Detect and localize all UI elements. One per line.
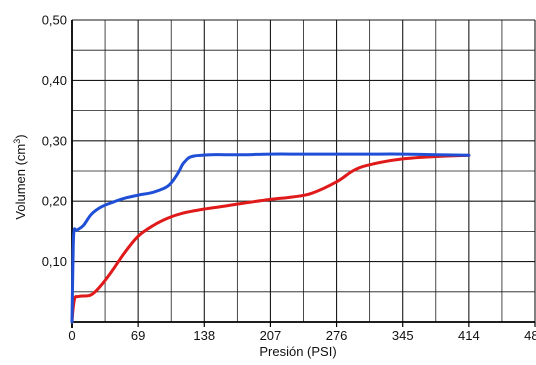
tick-labels: 0 69 138 207 276 345 414 483 0,10 0,20 0,30 0,40 0,5…: [42, 13, 536, 344]
y-axis-title: Volumen (cm3): [12, 134, 28, 219]
y-axis-title-main: Volumen (cm: [13, 144, 28, 220]
y-tick-label: 0,40: [42, 73, 67, 88]
y-tick-label: 0,20: [42, 194, 67, 209]
x-tick-label: 0: [68, 328, 75, 343]
x-axis-title: Presión (PSI): [259, 344, 336, 359]
y-tick-label: 0,30: [42, 133, 67, 148]
y-axis-title-superscript: 3: [12, 139, 22, 144]
x-tick-label: 69: [131, 328, 145, 343]
x-tick-label: 345: [392, 328, 414, 343]
y-axis-title-close: ): [13, 134, 28, 138]
x-tick-label: 138: [193, 328, 215, 343]
series-line-blue: [70, 152, 471, 324]
series-line-red: [70, 153, 471, 324]
series-group: [70, 152, 471, 324]
x-tick-label: 483: [524, 328, 536, 343]
x-tick-label: 414: [458, 328, 480, 343]
x-tick-label: 207: [260, 328, 282, 343]
y-tick-label: 0,10: [42, 254, 67, 269]
grid: [71, 19, 536, 328]
x-tick-label: 276: [326, 328, 348, 343]
y-tick-label: 0,50: [42, 13, 67, 28]
